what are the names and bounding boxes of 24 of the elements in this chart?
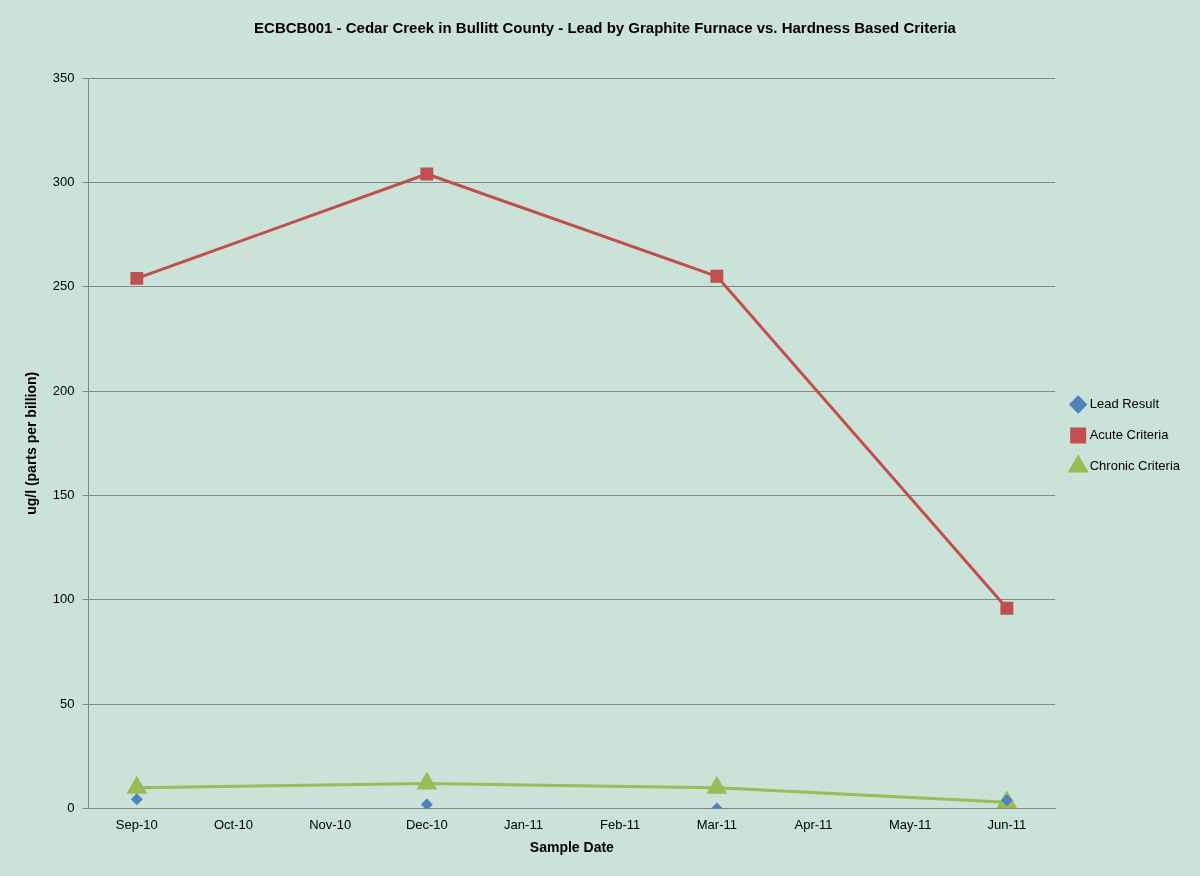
y-tick-label: 150 xyxy=(52,487,75,503)
legend-label: Chronic Criteria xyxy=(1089,458,1181,474)
x-tick-label: Jun-11 xyxy=(987,816,1027,832)
x-tick-label: Oct-10 xyxy=(213,816,253,832)
y-tick-label: 200 xyxy=(52,382,75,398)
chart-title: ECBCB001 - Cedar Creek in Bullitt County - Lead by Graphite Furnace vs. Hardness Based Criteria xyxy=(254,19,957,37)
x-tick-label: Feb-11 xyxy=(600,816,641,832)
x-tick-label: Apr-11 xyxy=(794,816,833,832)
legend-label: Lead Result xyxy=(1089,396,1160,412)
y-tick-label: 350 xyxy=(52,69,75,85)
y-tick-label: 300 xyxy=(52,173,75,189)
legend-label: Acute Criteria xyxy=(1089,427,1170,443)
x-tick-label: Jan-11 xyxy=(504,816,543,832)
y-tick-label: 50 xyxy=(60,695,75,711)
x-tick-label: Dec-10 xyxy=(405,816,448,832)
y-tick-label: 0 xyxy=(67,800,75,816)
x-tick-label: Mar-11 xyxy=(696,816,737,832)
x-tick-label: Nov-10 xyxy=(309,816,352,832)
y-tick-label: 100 xyxy=(52,591,75,607)
x-tick-label: Sep-10 xyxy=(115,816,158,832)
x-tick-label: May-11 xyxy=(889,816,932,832)
y-tick-label: 250 xyxy=(52,278,75,294)
y-axis-title: ug/l (parts per billion) xyxy=(23,371,40,515)
x-axis-title: Sample Date xyxy=(529,839,615,856)
